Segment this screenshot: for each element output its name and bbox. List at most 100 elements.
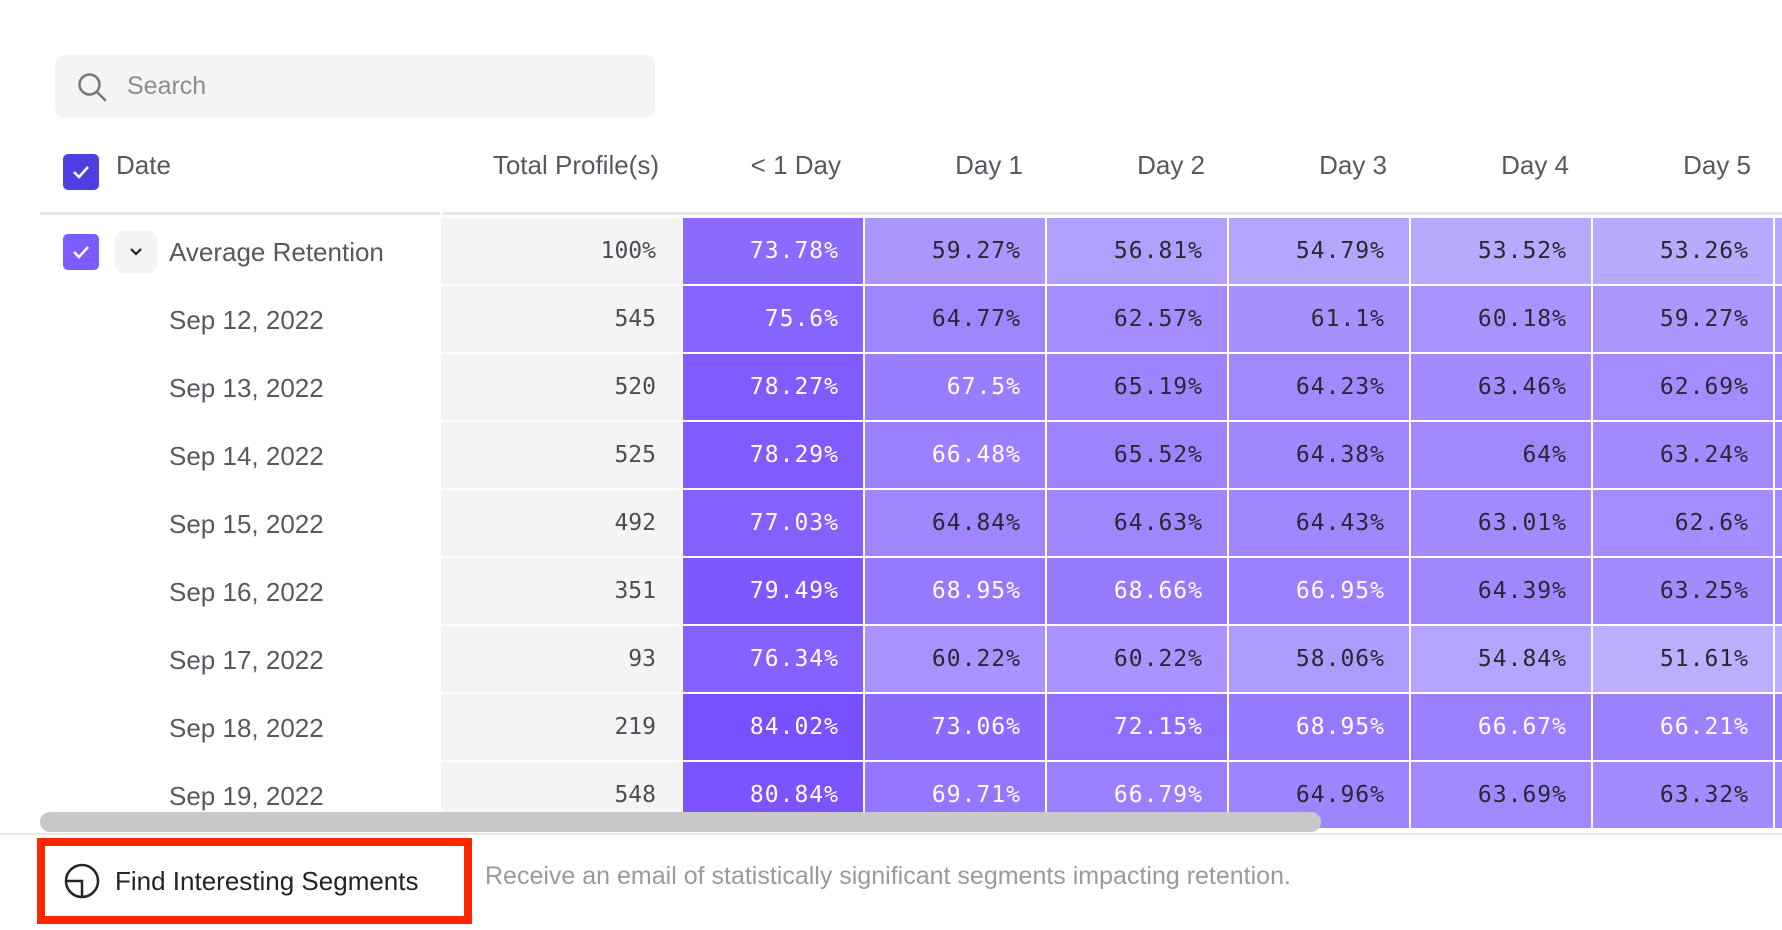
retention-cell-overflow [1775, 558, 1782, 624]
row-label: Sep 17, 2022 [169, 645, 324, 675]
retention-cell[interactable]: 78.29% [683, 422, 863, 488]
retention-cell-overflow [1775, 626, 1782, 692]
retention-cell[interactable]: 63.69% [1411, 762, 1591, 828]
table-row: Sep 16, 2022 351 79.49% 68.95% 68.66% 66.95% 6… [0, 558, 1782, 626]
retention-cell[interactable]: 76.34% [683, 626, 863, 692]
retention-cell[interactable]: 68.66% [1047, 558, 1227, 624]
total-profiles-cell: 93 [441, 626, 682, 692]
retention-cell[interactable]: 75.6% [683, 286, 863, 352]
select-all-checkbox[interactable] [63, 154, 99, 190]
header-day-2[interactable]: Day 2 [1137, 150, 1205, 180]
retention-cell[interactable]: 59.27% [865, 218, 1045, 284]
retention-cell[interactable]: 73.06% [865, 694, 1045, 760]
retention-cell[interactable]: 63.32% [1593, 762, 1773, 828]
retention-cell-overflow [1775, 694, 1782, 760]
retention-cell[interactable]: 72.15% [1047, 694, 1227, 760]
retention-cell[interactable]: 79.49% [683, 558, 863, 624]
retention-cell[interactable]: 54.84% [1411, 626, 1591, 692]
retention-cell[interactable]: 56.81% [1047, 218, 1227, 284]
retention-cell[interactable]: 64.23% [1229, 354, 1409, 420]
expand-toggle[interactable] [115, 231, 157, 273]
row-label: Sep 15, 2022 [169, 509, 324, 539]
table-row: Sep 13, 2022 520 78.27% 67.5% 65.19% 64.23% 63… [0, 354, 1782, 422]
header-day-1[interactable]: Day 1 [955, 150, 1023, 180]
retention-cell[interactable]: 51.61% [1593, 626, 1773, 692]
average-retention-row: Average Retention 100% 73.78% 59.27% 56.81% 5… [0, 218, 1782, 286]
retention-cell[interactable]: 63.25% [1593, 558, 1773, 624]
header-day-4[interactable]: Day 4 [1501, 150, 1569, 180]
retention-cell[interactable]: 65.19% [1047, 354, 1227, 420]
retention-cell[interactable]: 68.95% [1229, 694, 1409, 760]
header-total-profiles[interactable]: Total Profile(s) [492, 150, 659, 180]
total-profiles-cell: 351 [441, 558, 682, 624]
retention-cell[interactable]: 78.27% [683, 354, 863, 420]
total-profiles-cell: 525 [441, 422, 682, 488]
table-row: Sep 18, 2022 219 84.02% 73.06% 72.15% 68.95% 6… [0, 694, 1782, 762]
retention-cell[interactable]: 68.95% [865, 558, 1045, 624]
retention-cell[interactable]: 66.95% [1229, 558, 1409, 624]
total-profiles-cell: 492 [441, 490, 682, 556]
retention-cell[interactable]: 63.24% [1593, 422, 1773, 488]
divider [0, 833, 1782, 835]
find-interesting-segments-button[interactable]: Find Interesting Segments [37, 838, 472, 924]
retention-cell[interactable]: 64.39% [1411, 558, 1591, 624]
retention-cell[interactable]: 60.22% [865, 626, 1045, 692]
retention-cell[interactable]: 64% [1411, 422, 1591, 488]
header-day-0[interactable]: < 1 Day [750, 150, 841, 180]
total-profiles-cell: 100% [441, 218, 682, 284]
row-checkbox[interactable] [63, 234, 99, 270]
search-icon [78, 72, 107, 101]
search-input[interactable] [125, 71, 609, 102]
retention-cell[interactable]: 53.26% [1593, 218, 1773, 284]
retention-cell[interactable]: 64.63% [1047, 490, 1227, 556]
retention-cell[interactable]: 63.01% [1411, 490, 1591, 556]
retention-cell-overflow [1775, 490, 1782, 556]
search-box[interactable] [55, 55, 655, 118]
row-label: Average Retention [169, 237, 384, 267]
row-label: Sep 18, 2022 [169, 713, 324, 743]
retention-cell[interactable]: 59.27% [1593, 286, 1773, 352]
check-icon [73, 166, 89, 179]
divider [443, 212, 1782, 215]
header-day-5[interactable]: Day 5 [1683, 150, 1751, 180]
retention-cell[interactable]: 64.84% [865, 490, 1045, 556]
retention-cell[interactable]: 67.5% [865, 354, 1045, 420]
retention-cell[interactable]: 62.6% [1593, 490, 1773, 556]
retention-cell-overflow [1775, 286, 1782, 352]
retention-cell[interactable]: 64.77% [865, 286, 1045, 352]
chevron-down-icon [130, 248, 142, 256]
retention-cell[interactable]: 84.02% [683, 694, 863, 760]
retention-cell[interactable]: 64.43% [1229, 490, 1409, 556]
retention-cell[interactable]: 66.48% [865, 422, 1045, 488]
find-segments-description: Receive an email of statistically signif… [485, 862, 1291, 890]
find-interesting-segments-label: Find Interesting Segments [115, 865, 419, 896]
total-profiles-cell: 545 [441, 286, 682, 352]
retention-cell[interactable]: 66.67% [1411, 694, 1591, 760]
retention-cell[interactable]: 62.57% [1047, 286, 1227, 352]
retention-cell[interactable]: 73.78% [683, 218, 863, 284]
header-day-3[interactable]: Day 3 [1319, 150, 1387, 180]
retention-cell[interactable]: 66.21% [1593, 694, 1773, 760]
retention-cell-overflow [1775, 762, 1782, 828]
header-date[interactable]: Date [116, 150, 171, 180]
retention-cell[interactable]: 60.22% [1047, 626, 1227, 692]
retention-cell[interactable]: 77.03% [683, 490, 863, 556]
table-row: Sep 17, 2022 93 76.34% 60.22% 60.22% 58.06% 54… [0, 626, 1782, 694]
retention-cell[interactable]: 65.52% [1047, 422, 1227, 488]
retention-cell[interactable]: 60.18% [1411, 286, 1591, 352]
retention-cell[interactable]: 64.38% [1229, 422, 1409, 488]
horizontal-scrollbar[interactable] [40, 812, 1321, 832]
row-label: Sep 14, 2022 [169, 441, 324, 471]
table-row: Sep 15, 2022 492 77.03% 64.84% 64.63% 64.43% 6… [0, 490, 1782, 558]
retention-cell[interactable]: 62.69% [1593, 354, 1773, 420]
retention-cell[interactable]: 58.06% [1229, 626, 1409, 692]
retention-cell[interactable]: 54.79% [1229, 218, 1409, 284]
divider [40, 212, 440, 215]
retention-cell[interactable]: 61.1% [1229, 286, 1409, 352]
check-icon [73, 246, 89, 259]
retention-cell-overflow [1775, 218, 1782, 284]
retention-cell[interactable]: 63.46% [1411, 354, 1591, 420]
row-label: Sep 13, 2022 [169, 373, 324, 403]
row-label: Sep 16, 2022 [169, 577, 324, 607]
retention-cell[interactable]: 53.52% [1411, 218, 1591, 284]
